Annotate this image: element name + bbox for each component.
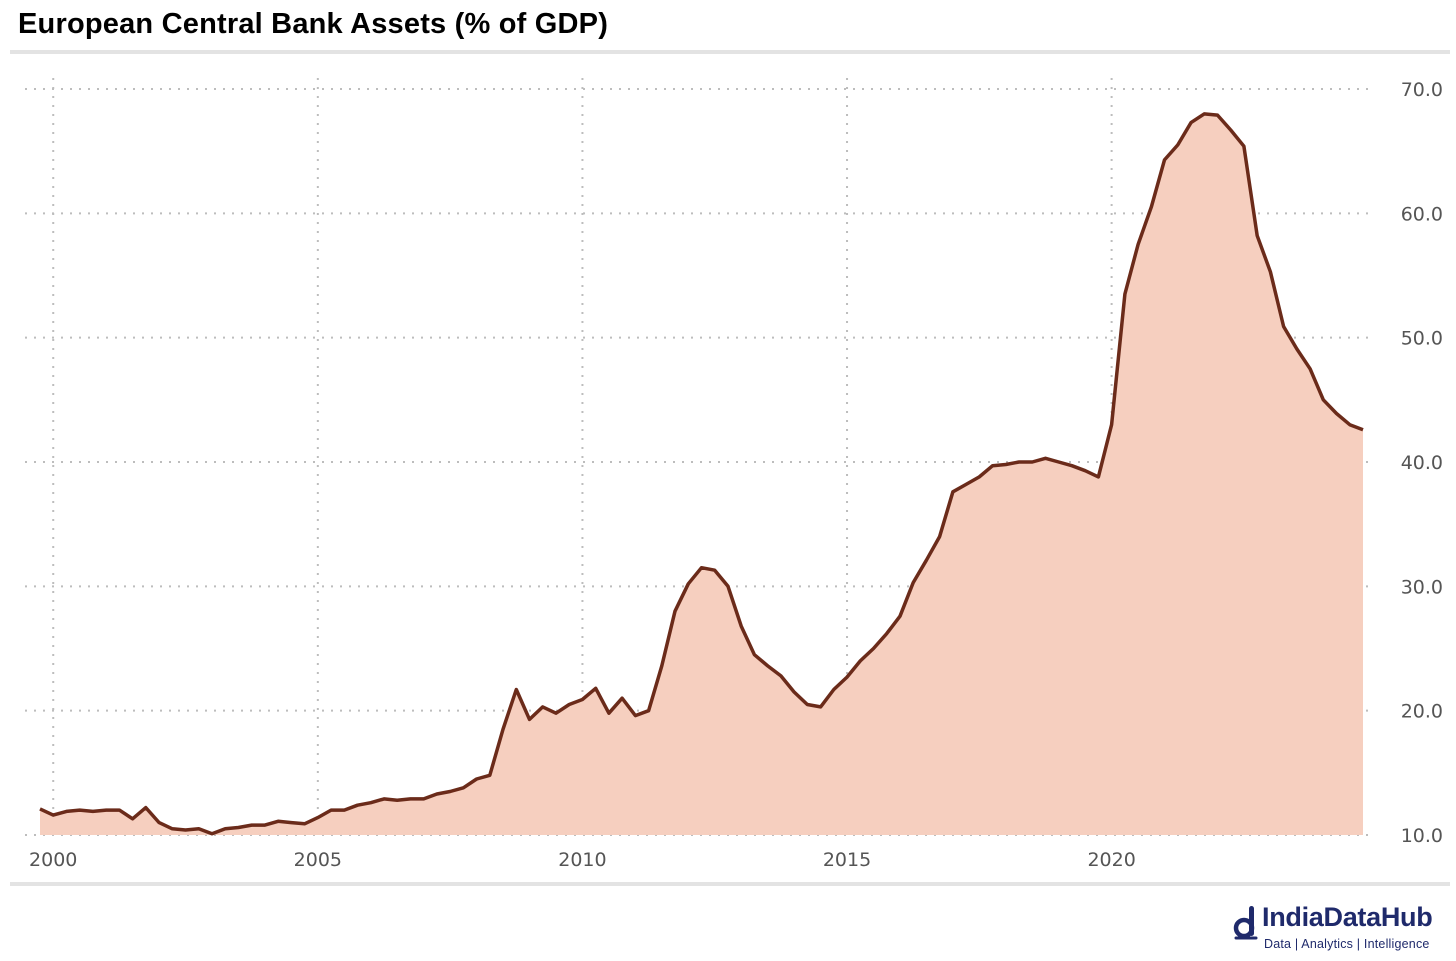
x-tick-label-2: 2010 — [558, 849, 606, 871]
y-tick-label-0: 10.0 — [1401, 825, 1443, 847]
title-divider — [10, 50, 1450, 54]
y-axis-ticks: 10.0 20.0 30.0 40.0 50.0 60.0 70.0 — [1401, 79, 1443, 847]
x-tick-label-1: 2005 — [294, 849, 342, 871]
chart-title: European Central Bank Assets (% of GDP) — [18, 8, 609, 40]
footer-divider — [10, 882, 1450, 886]
x-tick-label-0: 2000 — [29, 849, 77, 871]
y-tick-label-5: 60.0 — [1401, 203, 1443, 225]
y-tick-label-4: 50.0 — [1401, 328, 1443, 350]
series-line — [39, 112, 1364, 836]
y-tick-label-6: 70.0 — [1401, 79, 1443, 101]
y-tick-label-3: 40.0 — [1401, 452, 1443, 474]
y-tick-label-1: 20.0 — [1401, 701, 1443, 723]
logo-tagline: Data | Analytics | Intelligence — [1264, 937, 1430, 951]
brand-logo: IndiaDataHub Data | Analytics | Intellig… — [1228, 902, 1448, 956]
logo-name: IndiaDataHub — [1262, 902, 1433, 932]
x-tick-label-4: 2020 — [1087, 849, 1135, 871]
y-tick-label-2: 30.0 — [1401, 576, 1443, 598]
chart-area: 10.0 20.0 30.0 40.0 50.0 60.0 70.0 2000 2005 201… — [25, 78, 1443, 871]
x-tick-label-3: 2015 — [823, 849, 871, 871]
series-area — [40, 113, 1363, 835]
x-axis-ticks: 2000 2005 2010 2015 2020 — [29, 849, 1136, 871]
data-hub-logo-icon — [1233, 906, 1258, 940]
